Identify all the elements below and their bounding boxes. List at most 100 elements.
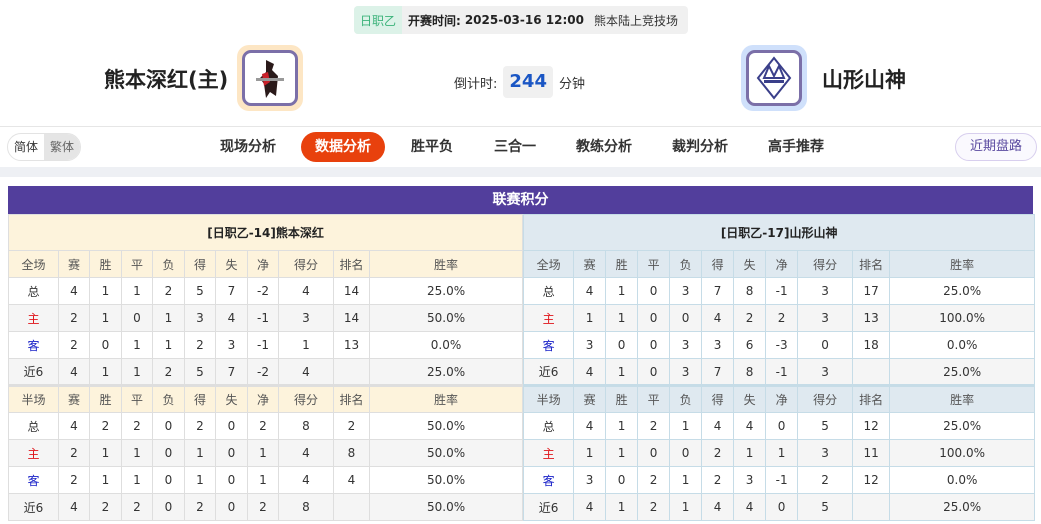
row-label: 客 [523,331,575,359]
divider [0,126,1041,127]
column-header: 胜率 [368,250,524,278]
countdown-label: 倒计时: [454,76,498,92]
tab-three-in-one[interactable]: 三合一 [494,139,536,155]
table-cell: 2 [184,493,216,521]
league-standings: 联赛积分 [日职乙-14]熊本深红 全场赛胜平负得失净得分 排名 胜率总 4 1 1 2 5 7-… [7,186,1036,521]
table-cell: 1 [573,304,607,332]
table-cell: 8 [278,493,334,521]
recent-odds-button[interactable]: 近期盘路 [955,133,1037,161]
table-cell: 2 [152,277,185,305]
table-cell: 2 [637,493,671,521]
venue: 熊本陆上竞技场 [593,13,678,28]
table-cell: 1 [605,304,639,332]
column-header: 排名 [852,250,891,278]
column-header: 赛 [58,384,90,413]
table-cell: 3 [573,466,607,494]
table-cell: -1 [765,466,799,494]
table-cell: 7 [215,277,248,305]
away-team-name[interactable]: 山形山神 [822,68,906,92]
home-team-name[interactable]: 熊本深红(主) [104,68,229,92]
table-cell: 50.0% [368,439,524,467]
tab-win-draw-loss[interactable]: 胜平负 [411,139,453,155]
column-header: 净 [765,384,799,413]
table-cell: 4 [278,439,334,467]
table-cell: 4 [215,304,248,332]
row-label: 主 [8,439,59,467]
table-cell: 1 [184,439,216,467]
table-cell: 1 [605,439,639,467]
horse-crest-icon [256,60,284,98]
column-header: 得分 [797,384,854,413]
countdown-value: 244 [503,66,553,98]
table-cell: 4 [278,358,334,386]
row-label: 近6 [523,493,575,521]
lang-simplified[interactable]: 简体 [14,140,39,154]
column-header: 全场 [8,250,59,278]
home-team-logo[interactable] [237,45,303,111]
column-header: 得分 [278,250,334,278]
row-label: 主 [523,304,575,332]
league-badge[interactable]: 日职乙 [354,6,403,34]
table-cell: 2 [58,331,90,359]
table-cell: 25.0% [889,412,1036,440]
row-label: 近6 [8,493,59,521]
table-row: 客 2 1 1 0 1 0 1 4 4 50.0% [8,466,524,494]
table-row: 主 1 1 0 0 2 1 1 3 11 100.0% [523,439,1036,467]
table-cell: -1 [765,358,799,386]
table-cell: 1 [121,439,153,467]
table-cell: 0 [605,331,639,359]
table-cell: 2 [333,412,370,440]
away-team-logo[interactable] [741,45,807,111]
column-header: 全场 [523,250,575,278]
table-cell: 4 [573,277,607,305]
table-cell: 2 [733,304,767,332]
column-header: 负 [669,250,703,278]
table-cell: 1 [121,466,153,494]
tab-referee-analysis[interactable]: 裁判分析 [672,139,728,155]
table-cell: 7 [215,358,248,386]
table-cell: 4 [733,493,767,521]
column-header: 得分 [797,250,854,278]
column-header: 胜 [605,250,639,278]
table-cell: 2 [701,466,735,494]
table-cell: 50.0% [368,493,524,521]
column-header: 平 [637,250,671,278]
table-cell: 4 [58,493,90,521]
table-cell: 50.0% [368,412,524,440]
table-cell: 25.0% [368,277,524,305]
table-cell: 0 [637,358,671,386]
tab-expert-picks[interactable]: 高手推荐 [768,139,824,155]
row-label: 主 [523,439,575,467]
lang-traditional[interactable]: 繁体 [44,134,81,160]
table-cell: 5 [797,412,854,440]
table-row: 主 1 1 0 0 4 2 2 3 13 100.0% [523,304,1036,332]
team-title-row: [日职乙-17]山形山神 [523,214,1036,251]
tab-onsite-analysis[interactable]: 现场分析 [220,139,276,155]
table-cell: 0 [152,493,185,521]
table-cell: 1 [605,493,639,521]
table-cell: 0 [765,412,799,440]
column-header: 得 [184,384,216,413]
table-cell: 3 [669,331,703,359]
table-cell [333,493,370,521]
table-cell: 0 [669,439,703,467]
start-time-label: 开赛时间: [408,13,461,28]
table-cell: 25.0% [889,358,1036,386]
row-label: 客 [8,466,59,494]
table-cell: 1 [89,439,122,467]
table-cell: 4 [573,358,607,386]
table-cell: 0.0% [368,331,524,359]
language-toggle[interactable]: 简体 繁体 [7,133,82,161]
table-cell: 3 [797,358,854,386]
tab-data-analysis[interactable]: 数据分析 [301,132,385,162]
column-header: 失 [215,250,248,278]
table-cell: 2 [121,493,153,521]
team-title-row: [日职乙-14]熊本深红 [7,214,524,251]
table-cell: 14 [333,304,370,332]
table-cell: 1 [89,466,122,494]
column-header-row: 半场赛胜平负得失净得分 排名 胜率 [8,384,524,413]
table-cell: 0 [89,331,122,359]
column-header: 负 [669,384,703,413]
tab-coach-analysis[interactable]: 教练分析 [576,139,632,155]
table-cell: 8 [278,412,334,440]
